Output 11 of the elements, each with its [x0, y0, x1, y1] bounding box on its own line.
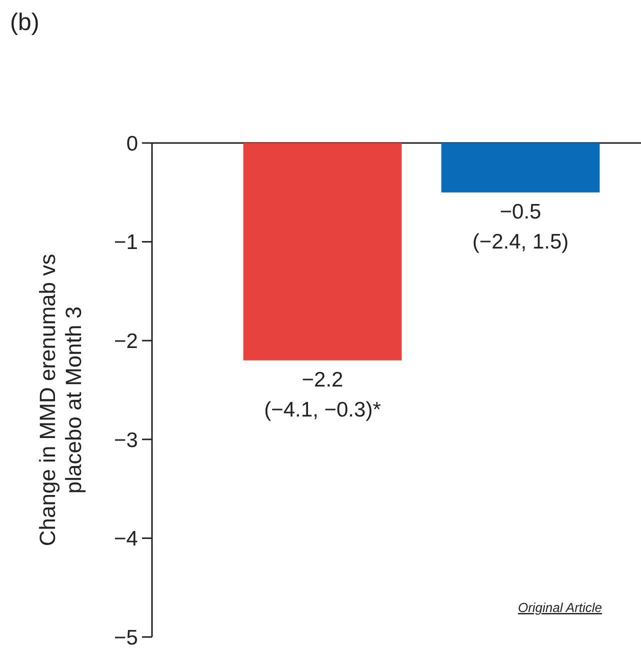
- y-tick-label: −4: [114, 528, 138, 551]
- y-tick-label: 0: [126, 132, 138, 156]
- y-tick-label: −1: [114, 231, 138, 254]
- y-tick-label: −3: [114, 428, 138, 452]
- data-label: −2.2 (−4.1, −0.3)*: [264, 368, 381, 422]
- y-tick-label: −5: [114, 626, 138, 650]
- chart-title: (b): [10, 9, 40, 36]
- annotation: Original Article: [518, 600, 602, 615]
- y-axis-title: Change in MMD erenumab vs placebo at Month 3: [35, 254, 86, 546]
- y-tick-label: −2: [114, 330, 138, 353]
- data-label: −0.5 (−2.4, 1.5): [472, 200, 569, 254]
